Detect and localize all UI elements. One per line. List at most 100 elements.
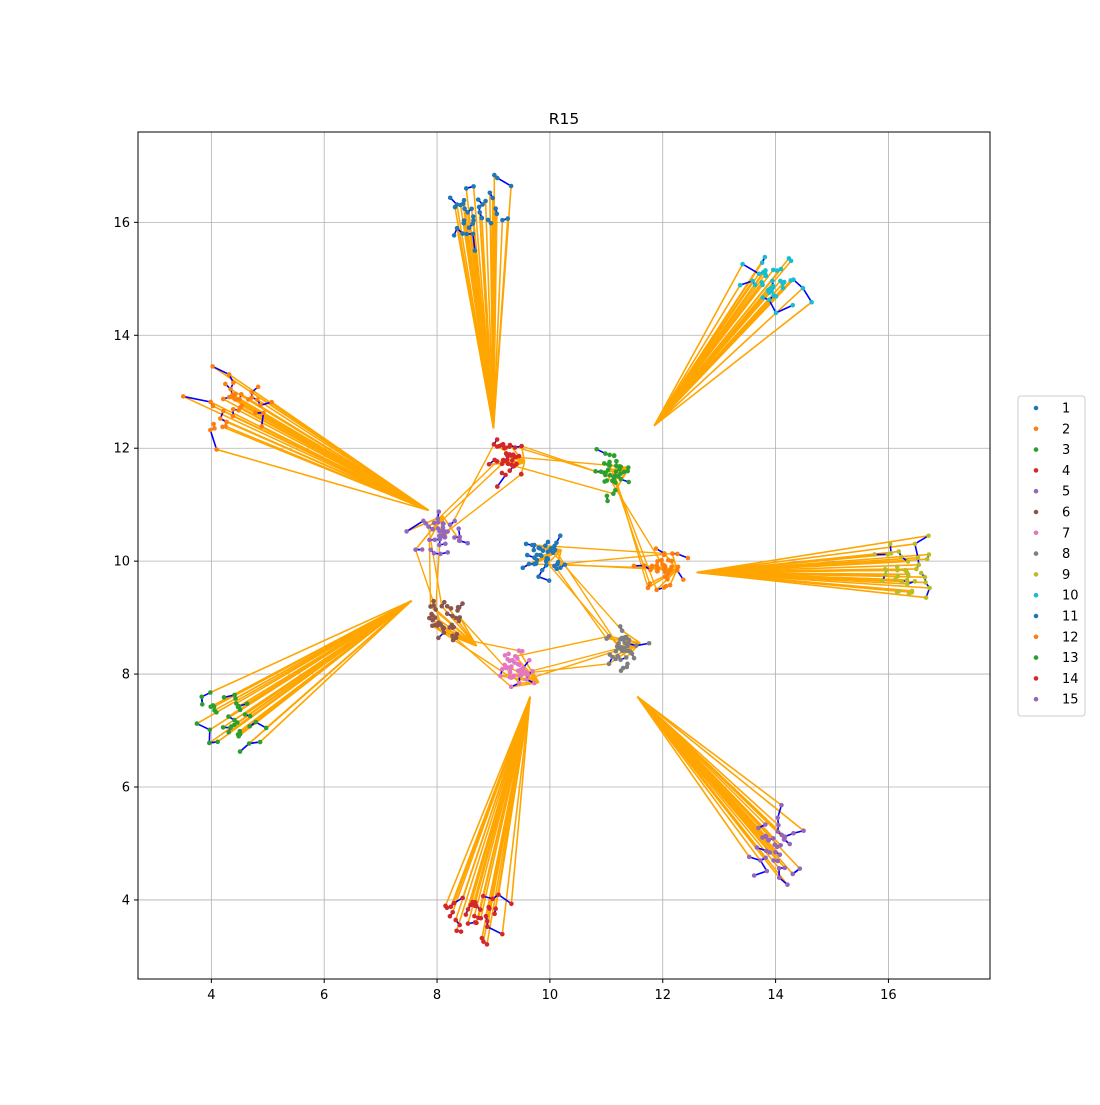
data-point — [456, 526, 461, 531]
legend-label: 4 — [1062, 464, 1070, 479]
data-point — [530, 669, 535, 674]
data-point — [654, 588, 659, 593]
data-point — [602, 470, 607, 475]
data-point — [481, 939, 486, 944]
data-point — [880, 578, 885, 583]
data-point — [616, 474, 621, 479]
y-tick-label: 6 — [122, 781, 130, 796]
data-point — [790, 303, 795, 308]
data-point — [605, 499, 610, 504]
data-point — [606, 467, 611, 472]
data-point — [500, 932, 505, 937]
legend-marker — [1034, 447, 1039, 452]
data-point — [776, 859, 781, 864]
data-point — [437, 529, 442, 534]
data-point — [499, 443, 504, 448]
x-tick-label: 10 — [542, 988, 559, 1003]
data-point — [436, 520, 441, 525]
data-point — [654, 563, 659, 568]
data-point — [520, 649, 525, 654]
data-point — [770, 279, 775, 284]
data-point — [619, 645, 624, 650]
data-point — [247, 724, 252, 729]
data-point — [614, 649, 619, 654]
data-point — [505, 665, 510, 670]
x-tick-label: 4 — [207, 988, 215, 1003]
data-point — [662, 585, 667, 590]
data-point — [779, 803, 784, 808]
inter-cluster-edge — [434, 461, 497, 523]
data-point — [552, 564, 557, 569]
data-point — [232, 693, 237, 698]
data-point — [563, 562, 568, 567]
data-point — [764, 849, 769, 854]
inter-cluster-edge — [262, 426, 429, 510]
data-point — [207, 741, 212, 746]
inter-cluster-edge — [637, 697, 778, 826]
data-point — [488, 190, 493, 195]
data-point — [525, 553, 530, 558]
data-point — [756, 826, 761, 831]
data-point — [431, 603, 436, 608]
data-point — [487, 906, 492, 911]
data-point — [181, 394, 186, 399]
data-point — [771, 858, 776, 863]
data-point — [464, 232, 469, 237]
data-point — [492, 458, 497, 463]
data-point — [757, 272, 762, 277]
data-point — [771, 268, 776, 273]
data-point — [919, 571, 924, 576]
data-point — [507, 468, 512, 473]
data-point — [888, 542, 893, 547]
data-point — [420, 547, 425, 552]
data-point — [663, 570, 668, 575]
data-point — [450, 633, 455, 638]
data-point — [607, 453, 612, 458]
legend-label: 10 — [1062, 589, 1079, 604]
data-point — [507, 444, 512, 449]
data-point — [237, 397, 242, 402]
legend-marker — [1034, 697, 1039, 702]
data-point — [471, 232, 476, 237]
data-point — [506, 652, 511, 657]
inter-cluster-edge — [242, 406, 429, 511]
legend-marker — [1034, 614, 1039, 619]
data-point — [449, 904, 454, 909]
data-point — [760, 260, 765, 265]
data-point — [430, 527, 435, 532]
data-point — [432, 537, 437, 542]
data-point — [221, 409, 226, 414]
data-point — [226, 730, 231, 735]
data-point — [607, 460, 612, 465]
data-point — [500, 218, 505, 223]
data-point — [221, 397, 226, 402]
data-point — [259, 424, 264, 429]
data-point — [612, 453, 617, 458]
data-point — [455, 226, 460, 231]
legend-marker — [1034, 572, 1039, 577]
data-point — [208, 400, 213, 405]
data-point — [750, 279, 755, 284]
data-point — [763, 255, 768, 260]
data-point — [616, 654, 621, 659]
data-point — [904, 570, 909, 575]
data-point — [765, 869, 770, 874]
inter-cluster-edge — [654, 282, 784, 426]
data-point — [261, 411, 266, 416]
data-point — [511, 464, 516, 469]
data-point — [200, 702, 205, 707]
data-point — [509, 685, 514, 690]
data-point — [464, 912, 469, 917]
data-point — [442, 535, 447, 540]
data-point — [226, 714, 231, 719]
data-point — [517, 663, 522, 668]
data-point — [433, 607, 438, 612]
data-point — [238, 729, 243, 734]
y-tick-label: 14 — [113, 329, 130, 344]
data-point — [462, 206, 467, 211]
data-point — [541, 549, 546, 554]
data-point — [798, 866, 803, 871]
data-point — [752, 873, 757, 878]
legend-marker — [1034, 489, 1039, 494]
